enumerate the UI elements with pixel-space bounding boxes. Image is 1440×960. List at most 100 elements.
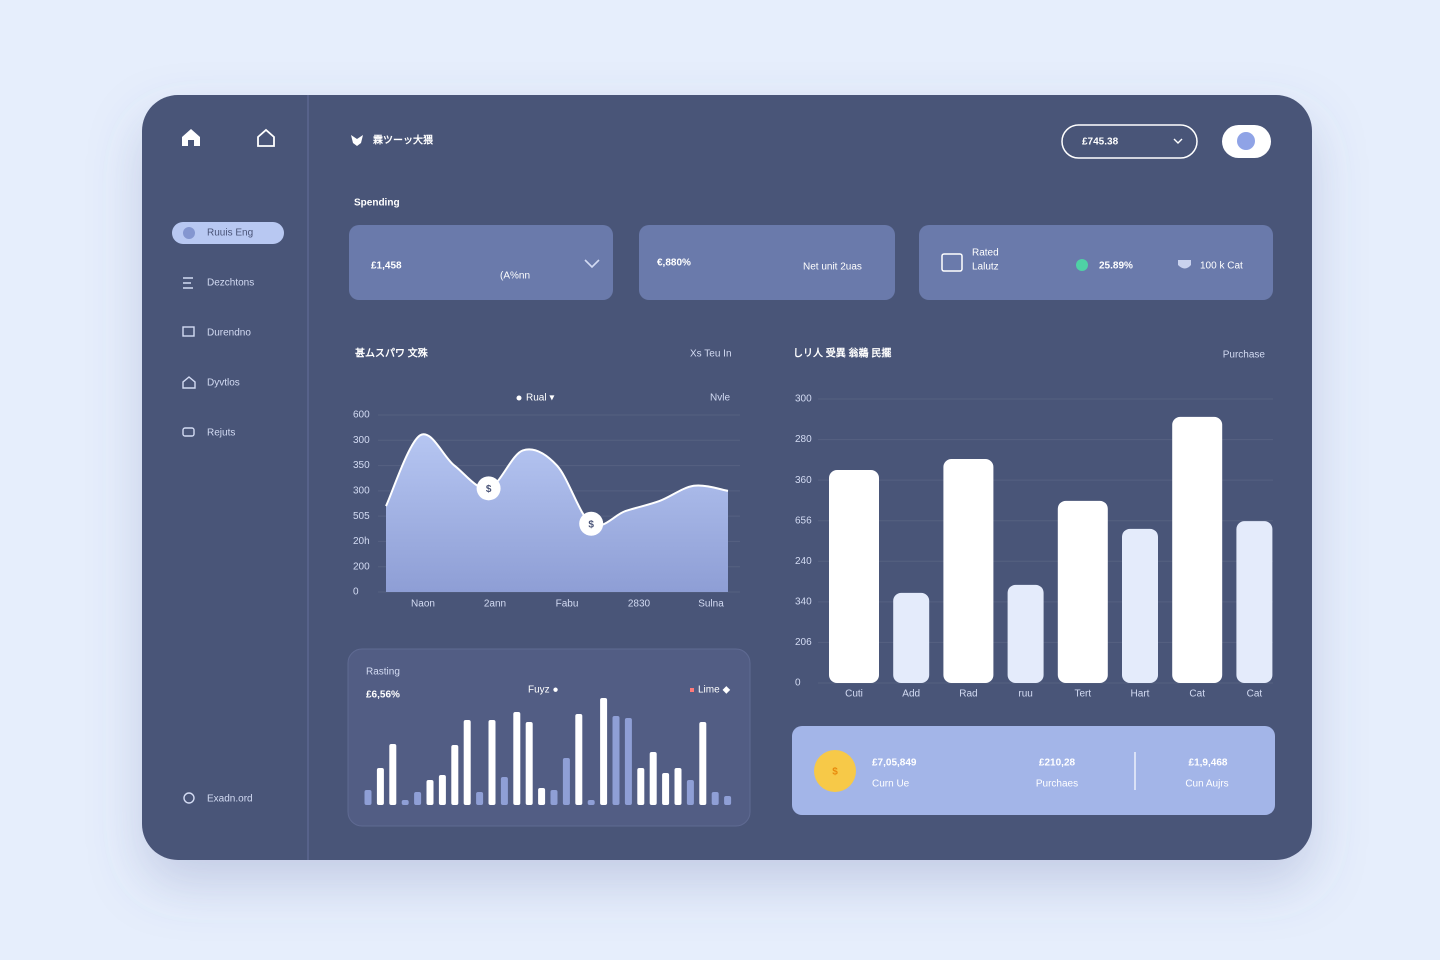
y-tick-label: 656 — [795, 515, 812, 526]
mini-bar — [550, 790, 558, 805]
bar — [943, 459, 994, 683]
point-marker[interactable] — [476, 476, 501, 501]
area-line — [385, 433, 729, 527]
x-tick-label: Cat — [1189, 689, 1205, 700]
y-tick-label: 340 — [795, 596, 812, 607]
y-tick-label: 350 — [353, 460, 370, 471]
summary-label: Curn Ue — [872, 779, 910, 790]
x-tick-label: Rad — [959, 689, 977, 700]
stat-note: (A%nn — [500, 271, 530, 282]
legend-swatch — [690, 688, 694, 692]
stat-note: Net unit 2uas — [803, 262, 862, 273]
nav-item[interactable]: Dezchtons — [207, 278, 254, 289]
x-tick-label: Naon — [411, 599, 435, 610]
status-dot — [1076, 259, 1088, 271]
chevron[interactable] — [584, 259, 600, 269]
bar — [1007, 584, 1044, 683]
marker-label: $ — [486, 484, 492, 495]
balance: £745.38 — [1082, 137, 1119, 148]
nav-icon — [183, 277, 193, 289]
y-tick-label: 600 — [353, 410, 370, 421]
nav-item[interactable]: Ruuis Eng — [207, 228, 253, 239]
bar — [1236, 521, 1273, 683]
mini-card — [347, 648, 751, 827]
mini-value: £6,56% — [366, 690, 400, 701]
mini-bar — [686, 780, 694, 805]
mini-title: Rasting — [366, 667, 400, 678]
x-tick-label: Fabu — [556, 599, 579, 610]
x-tick-label: Sulna — [698, 599, 724, 610]
y-tick-label: 300 — [795, 394, 812, 405]
mini-bar — [538, 788, 546, 805]
chart-title: しリ人 受異 翁鵜 民擺 — [793, 347, 891, 360]
coin-symbol: $ — [832, 767, 838, 778]
stat-card — [919, 225, 1273, 300]
marker-label: $ — [588, 519, 594, 530]
mini-bar — [624, 718, 632, 805]
mini-bar — [438, 775, 446, 805]
nav-item[interactable]: Dyvtlos — [207, 378, 240, 389]
bar — [893, 592, 930, 683]
page-title: 霖ツーッ大猥 — [373, 134, 434, 147]
bar — [1057, 500, 1108, 683]
x-tick-label: 2830 — [628, 599, 651, 610]
mini-bar — [649, 752, 657, 805]
stat-item: 100 k Cat — [1200, 261, 1243, 272]
y-tick-label: 360 — [795, 475, 812, 486]
y-tick-label: 280 — [795, 434, 812, 445]
chart-subtitle: Purchase — [1223, 350, 1266, 361]
sidebar-footer[interactable]: Exadn.ord — [207, 794, 253, 805]
home-icon[interactable] — [182, 129, 200, 146]
x-tick-label: Cuti — [845, 689, 863, 700]
mini-bar — [674, 768, 682, 805]
stat-item: 25.89% — [1099, 261, 1133, 272]
y-tick-label: 300 — [353, 435, 370, 446]
stat-value: £1,458 — [371, 261, 402, 272]
y-tick-label: 240 — [795, 556, 812, 567]
mini-bar — [376, 768, 384, 805]
y-tick-label: 20h — [353, 536, 370, 547]
mini-bar — [451, 745, 459, 805]
nav-icon — [183, 227, 195, 239]
home-outline-icon[interactable] — [257, 128, 275, 147]
mini-bar — [711, 792, 719, 805]
y-tick-label: 505 — [353, 511, 370, 522]
legend-dot — [516, 395, 522, 401]
mini-bar — [364, 790, 372, 805]
mini-bar — [513, 712, 521, 805]
nav-icon — [182, 376, 196, 389]
y-tick-label: 300 — [353, 485, 370, 496]
x-tick-label: ruu — [1018, 689, 1032, 700]
nav-icon — [182, 427, 195, 437]
legend-label: Fuyz ● — [528, 685, 559, 696]
section-title: Spending — [354, 198, 400, 209]
card-icon — [941, 253, 963, 272]
mini-bar — [414, 792, 422, 805]
summary-label: Cun Aujrs — [1185, 779, 1228, 790]
nav-item[interactable]: Rejuts — [207, 428, 235, 439]
bar — [1122, 528, 1158, 683]
area — [386, 434, 728, 592]
avatar — [1237, 132, 1255, 150]
balance-dropdown[interactable] — [1061, 124, 1198, 159]
summary-card — [792, 726, 1275, 815]
legend-label[interactable]: Rual ▾ — [526, 393, 554, 404]
x-tick-label: Cat — [1247, 689, 1263, 700]
mini-bar — [637, 768, 645, 805]
legend-label: Nvle — [710, 393, 730, 404]
stat-label: Rated — [972, 248, 999, 259]
stat-card — [349, 225, 613, 300]
mini-bar — [426, 780, 434, 805]
shield-icon — [1178, 260, 1191, 269]
point-marker[interactable] — [579, 511, 604, 536]
nav-item[interactable]: Durendno — [207, 328, 251, 339]
bar — [829, 470, 879, 683]
summary-value: £7,05,849 — [872, 758, 917, 769]
legend-label: Lime ◆ — [698, 685, 730, 696]
mini-bar — [662, 773, 670, 805]
nav-active[interactable] — [172, 222, 284, 244]
nav-icon — [183, 792, 195, 804]
mini-bar — [587, 800, 595, 805]
mini-bar — [699, 722, 707, 805]
